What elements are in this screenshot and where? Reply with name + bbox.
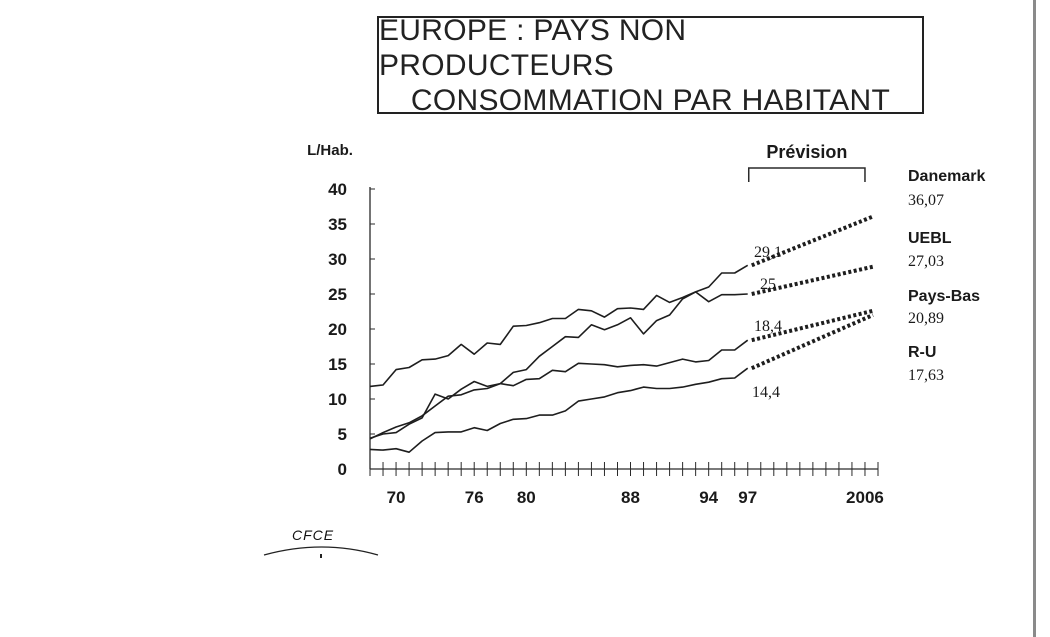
y-tick-label: 15	[328, 355, 347, 374]
series-legend-name: R-U	[908, 344, 936, 361]
forecast-label: Prévision	[766, 142, 847, 162]
chart-title-box: EUROPE : PAYS NON PRODUCTEURS CONSOMMATI…	[377, 13, 924, 117]
series-line-0	[369, 264, 749, 388]
x-tick-label: 76	[465, 488, 484, 507]
series-forecast-line-3	[750, 313, 874, 371]
x-tick-label: 94	[699, 488, 718, 507]
x-tick-label: 88	[621, 488, 640, 507]
series-forecast-line-1	[751, 264, 874, 296]
series-end-value-label: 36,07	[908, 192, 944, 209]
y-tick-label: 10	[328, 390, 347, 409]
x-tick-label: 97	[738, 488, 757, 507]
y-tick-label: 35	[328, 215, 347, 234]
forecast-bracket	[747, 167, 866, 182]
series-last-value-label: 14,4	[752, 384, 780, 401]
y-tick-label: 30	[328, 250, 347, 269]
scan-edge-line	[1033, 0, 1036, 637]
chart-subtitle: CONSOMMATION PAR HABITANT	[410, 83, 891, 117]
series-legend-name: Pays-Bas	[908, 288, 980, 305]
series-last-value-label: 25	[760, 276, 776, 293]
y-tick-label: 20	[328, 320, 347, 339]
series-line-1	[369, 291, 748, 439]
series-end-value-label: 20,89	[908, 310, 944, 327]
cfce-logo: CFCE	[262, 527, 382, 567]
series-forecast-line-2	[751, 308, 874, 343]
y-tick-label: 5	[338, 425, 347, 444]
logo-arc-icon	[263, 546, 379, 558]
logo-text: CFCE	[292, 527, 335, 543]
series-end-value-label: 27,03	[908, 253, 944, 270]
x-tick-label: 2006	[846, 488, 884, 507]
y-tick-label: 0	[338, 460, 347, 479]
series-last-value-label: 29,1	[754, 244, 782, 261]
series-last-value-label: 18,4	[754, 318, 782, 335]
series-end-value-label: 17,63	[908, 367, 944, 384]
y-axis-label: L/Hab.	[307, 142, 353, 159]
series-line-2	[369, 339, 749, 440]
chart-title: EUROPE : PAYS NON PRODUCTEURS	[379, 13, 687, 82]
x-tick-label: 80	[517, 488, 536, 507]
x-tick-label: 70	[387, 488, 406, 507]
series-legend-name: Danemark	[908, 168, 985, 185]
series-legend-name: UEBL	[908, 230, 952, 247]
y-tick-label: 25	[328, 285, 347, 304]
y-tick-label: 40	[328, 180, 347, 199]
series-line-3	[369, 367, 749, 454]
